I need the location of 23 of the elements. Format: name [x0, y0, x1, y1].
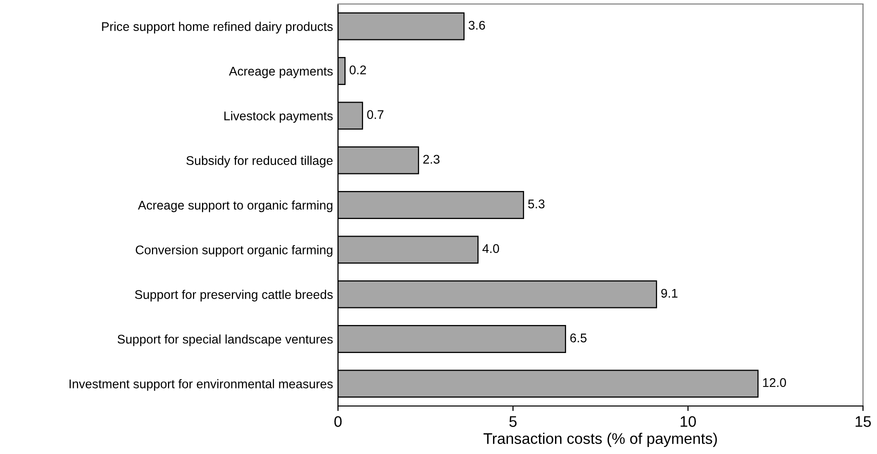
x-axis-title: Transaction costs (% of payments) [484, 432, 717, 447]
y-tick-label: Livestock payments [224, 111, 333, 123]
data-label: 4.0 [482, 244, 500, 254]
x-tick-label: 5 [509, 416, 517, 427]
data-label: 12.0 [763, 378, 786, 388]
data-label: 0.7 [367, 110, 384, 120]
data-label: 3.6 [468, 20, 485, 30]
y-tick-label: Acreage payments [228, 66, 333, 78]
data-label: 9.1 [661, 288, 678, 298]
data-label: 5.3 [528, 200, 544, 208]
y-tick-label: Support for special landscape ventures [118, 334, 333, 346]
y-tick-label: Support for preserving cattle breeds [135, 290, 333, 302]
data-label: 6.5 [570, 334, 587, 342]
y-tick-label: Investment support for environmental measures [70, 379, 333, 391]
x-tick-label: 0 [334, 416, 342, 427]
x-tick-label: 10 [680, 416, 696, 427]
data-label: 2.3 [423, 154, 440, 164]
y-tick-label: Conversion support organic farming [136, 245, 332, 257]
y-tick-label: Subsidy for reduced tillage [186, 156, 333, 168]
y-tick-label: Price support home refined dairy products [102, 22, 333, 34]
y-tick-label: Acreage support to organic farming [138, 200, 332, 212]
data-label: 0.2 [350, 66, 366, 74]
x-tick-label: 15 [856, 416, 871, 427]
